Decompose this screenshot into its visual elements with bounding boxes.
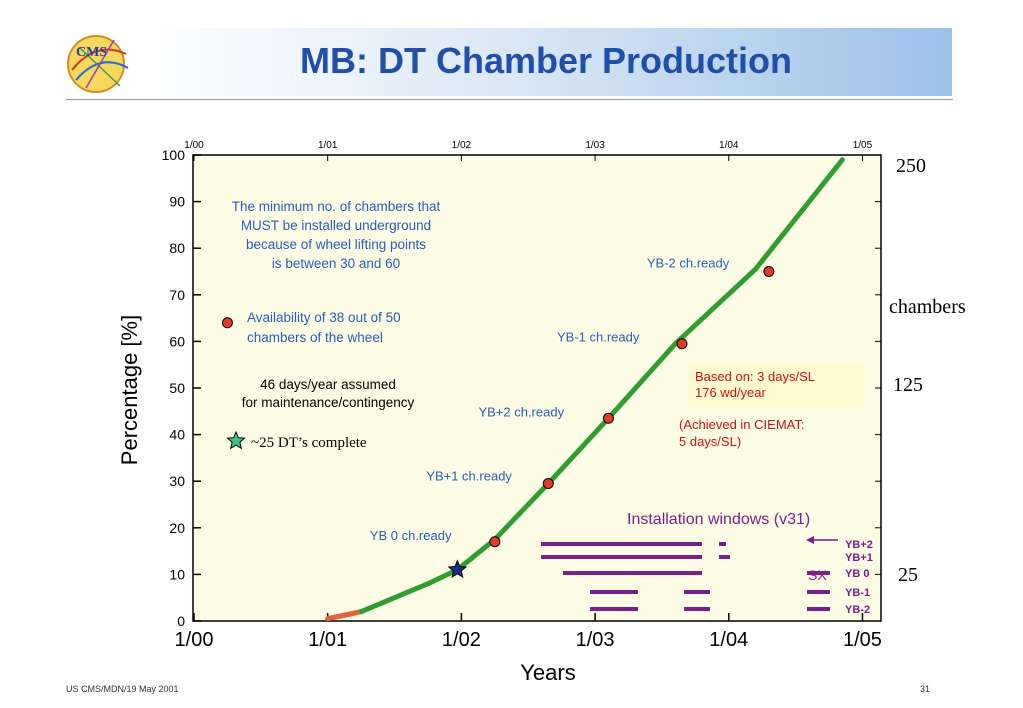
sx-label: SX	[808, 567, 827, 583]
y-tick-label: 20	[169, 520, 185, 536]
x-tick-label-top: 1/04	[719, 140, 739, 151]
note-box-text: Based on: 3 days/SL	[695, 369, 815, 384]
installation-row-label: YB+1	[845, 552, 873, 564]
star-legend-text: ~25 DT’s complete	[251, 435, 367, 451]
milestone-marker	[763, 266, 775, 277]
minimum-chambers-note: is between 30 and 60	[272, 256, 400, 271]
minimum-chambers-note: because of wheel lifting points	[246, 237, 426, 252]
y-tick-label: 60	[169, 333, 185, 349]
x-tick-label: 1/00	[175, 629, 214, 651]
maintenance-note: for maintenance/contingency	[242, 395, 415, 410]
page-title: MB: DT Chamber Production	[300, 40, 792, 81]
y-tick-label: 50	[169, 380, 185, 396]
note-box-text: 176 wd/year	[695, 385, 766, 400]
installation-row-label: YB 0	[845, 568, 869, 580]
x-tick-label-top: 1/03	[585, 140, 605, 151]
milestone-label: YB-2 ch.ready	[647, 256, 730, 271]
legend-star-icon	[226, 430, 246, 450]
y-tick-label: 100	[162, 147, 186, 163]
availability-marker	[221, 317, 233, 329]
milestone-label: YB-1 ch.ready	[557, 330, 640, 345]
x-tick-label: 1/02	[442, 629, 481, 651]
x-tick-label: 1/05	[843, 629, 882, 651]
maintenance-note: 46 days/year assumed	[260, 377, 396, 392]
note-achieved-text: (Achieved in CIEMAT:	[679, 417, 804, 432]
footer-left: US CMS/MDN/19 May 2001	[66, 684, 179, 694]
x-tick-label-top: 1/02	[452, 140, 472, 151]
minimum-chambers-note: The minimum no. of chambers that	[232, 199, 441, 214]
note-box	[688, 363, 864, 409]
installation-row-label: YB-2	[845, 604, 870, 616]
y-tick-label: 90	[169, 194, 185, 210]
y-axis-title: Percentage [%]	[117, 315, 142, 465]
y-tick-label: 30	[169, 473, 185, 489]
x-axis-title: Years	[520, 660, 575, 685]
yb2-arrow-head	[806, 536, 814, 544]
installation-title: Installation windows (v31)	[627, 511, 810, 528]
x-tick-label: 1/01	[308, 629, 347, 651]
milestone-marker	[602, 412, 614, 424]
y-tick-label: 80	[169, 240, 185, 256]
note-achieved-text: 5 days/SL)	[679, 434, 741, 449]
side-label-250: 250	[896, 155, 926, 177]
minimum-chambers-note: MUST be installed underground	[241, 218, 431, 233]
installation-row-label: YB-1	[845, 587, 870, 599]
y-tick-label: 10	[169, 566, 185, 582]
header-band	[140, 28, 952, 96]
milestone-marker	[542, 478, 554, 490]
footer-page-number: 31	[920, 684, 931, 694]
complete-star-marker	[447, 559, 468, 579]
cms-logo: CMS	[66, 30, 132, 96]
curve-start-segment	[325, 610, 360, 622]
side-label-125: 125	[893, 374, 923, 396]
side-label-chambers: chambers	[889, 296, 966, 318]
availability-note: chambers of the wheel	[247, 330, 383, 345]
logo-text: CMS	[76, 45, 107, 60]
side-label-25: 25	[898, 564, 918, 586]
milestone-label: YB 0 ch.ready	[370, 528, 452, 543]
milestone-marker	[676, 338, 688, 350]
availability-note: Availability of 38 out of 50	[247, 310, 401, 325]
milestone-label: YB+1 ch.ready	[426, 469, 512, 484]
milestone-label: YB+2 ch.ready	[478, 404, 564, 419]
y-tick-label: 0	[177, 613, 185, 629]
milestone-marker	[489, 536, 501, 548]
header-rule	[66, 99, 953, 100]
x-tick-label-top: 1/00	[184, 140, 204, 151]
x-tick-label: 1/03	[576, 629, 615, 651]
y-tick-label: 40	[169, 427, 185, 443]
x-tick-label: 1/04	[709, 629, 748, 651]
installation-row-label: YB+2	[845, 539, 873, 551]
y-tick-label: 70	[169, 287, 185, 303]
x-tick-label-top: 1/05	[853, 140, 873, 151]
x-tick-label-top: 1/01	[318, 140, 338, 151]
